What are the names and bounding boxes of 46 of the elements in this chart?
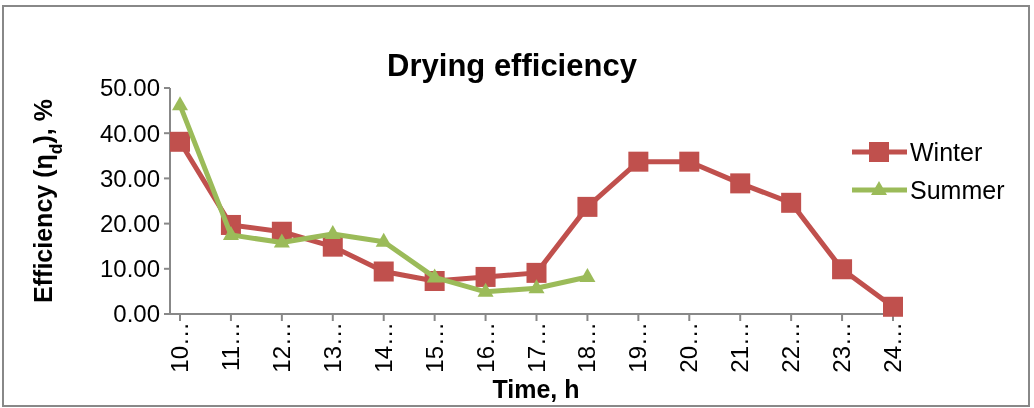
x-tick-label: 21… [726, 322, 754, 373]
y-tick-label: 40.00 [99, 119, 160, 147]
point [477, 282, 494, 297]
point [883, 296, 903, 317]
point [324, 225, 341, 239]
x-tick-label: 10… [166, 322, 193, 373]
x-tick-label: 20… [675, 322, 703, 373]
x-tick-label: 14… [369, 322, 397, 373]
point [579, 267, 596, 282]
point [526, 262, 547, 283]
x-tick-label: 18… [573, 322, 601, 373]
point [628, 151, 649, 172]
y-tick-label: 50.00 [99, 74, 160, 102]
point [528, 279, 545, 294]
x-tick-label: 15… [420, 322, 448, 373]
point [426, 268, 443, 283]
x-tick-label: 19… [624, 322, 652, 373]
chart-title: Drying efficiency [387, 48, 638, 83]
x-tick-label: 23… [828, 322, 856, 373]
y-tick-label: 30.00 [99, 164, 160, 192]
point [172, 96, 188, 111]
point [679, 151, 700, 172]
point [832, 259, 853, 280]
x-tick-label: 17… [522, 322, 550, 373]
x-tick-label: 13… [318, 322, 346, 373]
point [273, 233, 290, 248]
point [475, 266, 496, 287]
y-tick-label: 0.00 [113, 300, 160, 328]
x-tick-label: 24… [879, 322, 906, 373]
point [730, 173, 751, 194]
point [375, 232, 392, 247]
point [577, 196, 598, 217]
x-tick-label: 22… [777, 322, 805, 373]
x-tick-label: 12… [267, 322, 295, 373]
point [781, 192, 802, 213]
point [170, 131, 190, 152]
x-tick-label: 16… [471, 322, 499, 373]
legend-label: Summer [910, 175, 1005, 204]
y-tick-label: 20.00 [99, 210, 160, 237]
x-axis-title: Time, h [492, 375, 580, 403]
point [373, 261, 394, 282]
point [222, 225, 239, 240]
point [322, 236, 343, 257]
legend-label: Winter [910, 137, 983, 166]
y-tick-label: 10.00 [99, 255, 160, 283]
x-tick-label: 11… [216, 322, 244, 371]
